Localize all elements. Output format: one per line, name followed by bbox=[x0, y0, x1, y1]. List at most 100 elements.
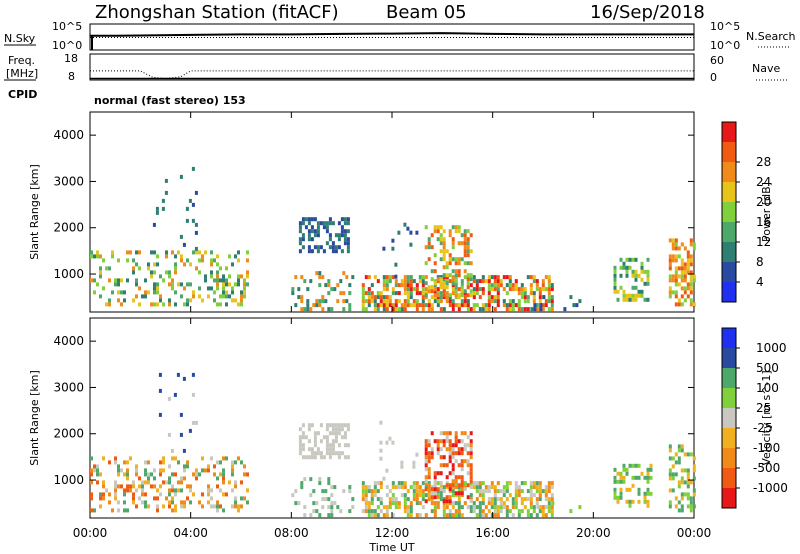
data-cell bbox=[460, 289, 464, 294]
data-cell bbox=[637, 463, 641, 468]
data-cell bbox=[327, 505, 331, 510]
data-cell bbox=[234, 298, 237, 303]
data-cell bbox=[195, 468, 198, 473]
data-cell bbox=[484, 279, 488, 284]
data-cell bbox=[484, 303, 488, 308]
data-cell bbox=[551, 501, 555, 506]
cpid-value: normal (fast stereo) 153 bbox=[94, 94, 246, 107]
data-cell bbox=[442, 245, 446, 250]
data-cell bbox=[427, 443, 431, 448]
data-cell bbox=[505, 513, 509, 518]
data-cell bbox=[454, 283, 458, 288]
data-cell bbox=[622, 479, 626, 484]
data-cell bbox=[144, 468, 147, 473]
data-cell bbox=[563, 307, 567, 312]
data-cell bbox=[191, 166, 195, 171]
data-cell bbox=[677, 302, 681, 307]
data-cell bbox=[427, 289, 431, 294]
data-cell bbox=[511, 513, 515, 518]
data-cell bbox=[427, 257, 431, 262]
data-cell bbox=[613, 285, 617, 290]
data-cell bbox=[427, 237, 431, 242]
data-cell bbox=[448, 439, 452, 444]
data-cell bbox=[394, 505, 398, 510]
data-cell bbox=[346, 221, 350, 226]
data-cell bbox=[490, 505, 494, 510]
data-cell bbox=[541, 489, 545, 494]
data-cell bbox=[493, 299, 497, 304]
data-cell bbox=[466, 273, 470, 278]
data-cell bbox=[421, 481, 425, 486]
data-cell bbox=[541, 505, 545, 510]
data-cell bbox=[517, 513, 521, 518]
data-cell bbox=[569, 509, 573, 514]
data-cell bbox=[316, 249, 320, 254]
data-cell bbox=[312, 489, 316, 494]
data-cell bbox=[334, 423, 338, 428]
data-cell bbox=[442, 285, 446, 290]
y-tick-label: 4000 bbox=[53, 334, 84, 348]
station-title: Zhongshan Station (fitACF) bbox=[95, 2, 339, 23]
data-cell bbox=[469, 479, 473, 484]
data-cell bbox=[478, 279, 482, 284]
data-cell bbox=[114, 488, 117, 493]
data-cell bbox=[668, 294, 672, 299]
data-cell bbox=[409, 295, 413, 300]
data-cell bbox=[427, 459, 431, 464]
data-cell bbox=[382, 279, 386, 284]
data-cell bbox=[487, 307, 491, 312]
data-cell bbox=[406, 295, 410, 300]
data-cell bbox=[373, 489, 377, 494]
data-cell bbox=[391, 485, 395, 490]
data-cell bbox=[319, 221, 323, 226]
data-cell bbox=[409, 283, 413, 288]
data-cell bbox=[141, 294, 144, 299]
data-cell bbox=[328, 451, 332, 456]
data-cell bbox=[421, 497, 425, 502]
data-cell bbox=[102, 286, 105, 291]
data-cell bbox=[171, 278, 174, 283]
data-cell bbox=[674, 504, 678, 509]
data-cell bbox=[313, 229, 317, 234]
data-cell bbox=[207, 500, 210, 505]
data-cell bbox=[400, 493, 404, 498]
data-cell bbox=[156, 508, 159, 513]
data-cell bbox=[415, 493, 419, 498]
data-cell bbox=[168, 464, 171, 469]
data-cell bbox=[180, 476, 183, 481]
data-cell bbox=[646, 277, 650, 282]
data-cell bbox=[194, 190, 198, 195]
data-cell bbox=[333, 485, 337, 490]
data-cell bbox=[346, 249, 350, 254]
y-tick-label: 3000 bbox=[53, 174, 84, 188]
data-cell bbox=[333, 501, 337, 506]
data-cell bbox=[547, 299, 551, 304]
data-cell bbox=[150, 302, 153, 307]
data-cell bbox=[445, 261, 449, 266]
data-cell bbox=[117, 472, 120, 477]
data-cell bbox=[454, 439, 458, 444]
data-cell bbox=[631, 297, 635, 302]
data-cell bbox=[105, 488, 108, 493]
cpid-label: CPID bbox=[8, 88, 37, 101]
data-cell bbox=[637, 475, 641, 480]
data-cell bbox=[313, 431, 317, 436]
data-cell bbox=[198, 250, 201, 255]
data-cell bbox=[475, 513, 479, 518]
data-cell bbox=[529, 485, 533, 490]
data-cell bbox=[457, 475, 461, 480]
data-cell bbox=[225, 278, 228, 283]
data-cell bbox=[373, 485, 377, 490]
data-cell bbox=[680, 286, 684, 291]
data-cell bbox=[505, 283, 509, 288]
data-cell bbox=[376, 291, 380, 296]
data-cell bbox=[433, 293, 437, 298]
data-cell bbox=[532, 295, 536, 300]
data-cell bbox=[689, 480, 693, 485]
data-cell bbox=[102, 258, 105, 263]
data-cell bbox=[511, 299, 515, 304]
data-cell bbox=[514, 497, 518, 502]
data-cell bbox=[424, 487, 428, 492]
data-cell bbox=[448, 443, 452, 448]
data-cell bbox=[382, 307, 386, 312]
